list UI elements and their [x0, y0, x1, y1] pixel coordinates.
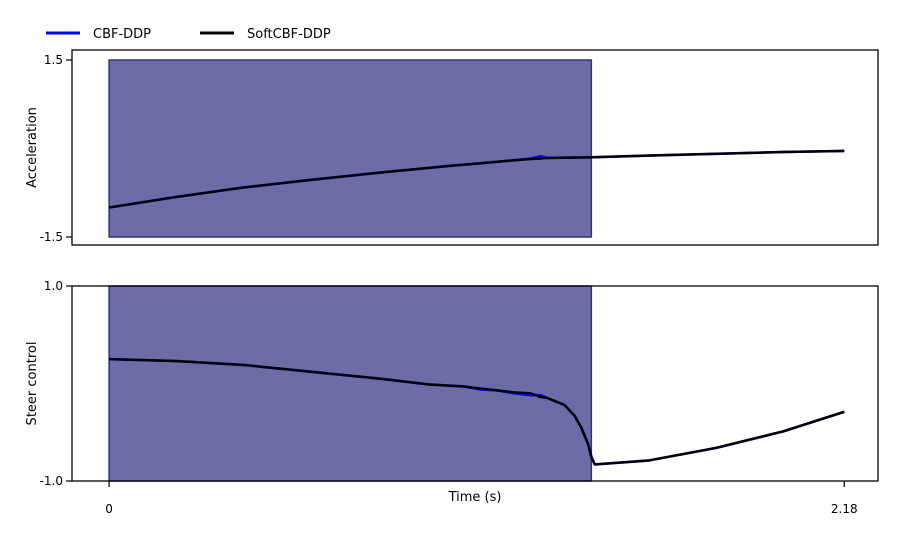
x-axis-label: Time (s)	[448, 490, 502, 505]
y-tick-label-panel-1-1: 1.0	[44, 279, 63, 293]
legend-label-softcbf-ddp: SoftCBF-DDP	[247, 27, 331, 42]
legend: CBF-DDP SoftCBF-DDP	[46, 27, 331, 42]
acceleration-series-layer	[108, 149, 845, 209]
y-tick-label-panel-1-0: -1.0	[40, 474, 63, 488]
steer-series-layer	[109, 357, 845, 466]
steer-y-ticks: -1.0 1.0	[40, 279, 72, 488]
acceleration-panel: -1.5 1.5 Acceleration	[25, 49, 879, 246]
series-line-softcbf-ddp-panel-0	[108, 149, 845, 209]
legend-label-cbf-ddp: CBF-DDP	[93, 27, 151, 42]
acceleration-plot-frame	[71, 49, 879, 246]
y-tick-label-panel-0-1: 1.5	[44, 53, 63, 67]
x-tick-label-0: 0	[105, 502, 113, 516]
steer-x-ticks: 0 2.18	[105, 481, 858, 516]
x-tick-label-1: 2.18	[831, 502, 858, 516]
steer-control-panel: -1.01.0 0 2.18 Steer control Time (s)	[25, 279, 879, 516]
acceleration-shaded-region	[108, 59, 593, 238]
y-tick-label-panel-0-0: -1.5	[40, 230, 63, 244]
acceleration-y-ticks: -1.5 1.5	[40, 53, 72, 244]
series-line-softcbf-ddp-panel-1	[109, 357, 845, 466]
steer-y-axis-label: Steer control	[25, 342, 40, 426]
steer-plot-frame	[71, 285, 879, 482]
acceleration-y-axis-label: Acceleration	[25, 107, 40, 188]
steer-shaded-region	[108, 285, 593, 482]
